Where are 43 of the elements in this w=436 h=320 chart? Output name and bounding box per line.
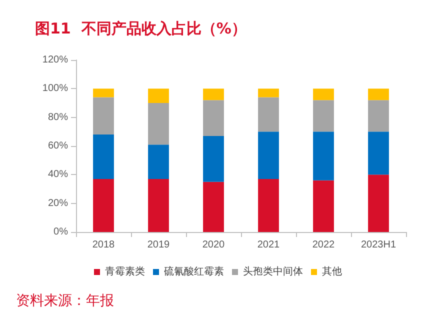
y-tick-label: 20% [48,198,68,209]
bar [313,100,334,132]
bar [148,103,169,145]
bar [93,178,114,232]
y-tick-label: 40% [48,169,68,180]
bar [93,134,114,179]
bar [93,97,114,135]
bar [93,88,114,98]
bar [368,100,389,132]
y-tick-label: 0% [54,226,68,238]
text: 资料来源：年报 [16,293,114,309]
bar [203,136,224,182]
bar [313,180,334,232]
bar [148,144,169,179]
x-tick-label: 2021 [257,240,280,250]
y-tick-label: 120% [42,54,68,66]
bar [368,88,389,100]
legend-label: 硫氰酸红霉素 [164,266,224,278]
x-tick-label: 2018 [92,240,116,250]
bar [203,100,224,136]
bar [203,182,224,232]
legend-label: 青霉素类 [105,266,145,278]
bar [368,132,389,175]
bar [258,178,279,232]
bar [148,178,169,232]
legend-label: 其他 [322,266,342,278]
x-tick-label: 2022 [312,240,336,250]
chart-title: 图11 不同产品收入占比（%） [35,20,246,38]
bar [368,174,389,232]
x-tick-label: 2023H1 [360,240,396,250]
x-tick-label: 2019 [147,240,170,250]
bar [203,88,224,100]
legend-label: 头孢类中间体 [243,266,303,278]
bar [258,132,279,179]
bar [148,88,169,103]
x-tick-label: 2020 [202,240,226,250]
y-tick-label: 100% [42,83,68,94]
bar [258,88,279,98]
bar [313,132,334,180]
y-tick-label: 60% [48,140,68,152]
bar [258,97,279,132]
y-tick-label: 80% [48,112,68,123]
bar [313,88,334,100]
